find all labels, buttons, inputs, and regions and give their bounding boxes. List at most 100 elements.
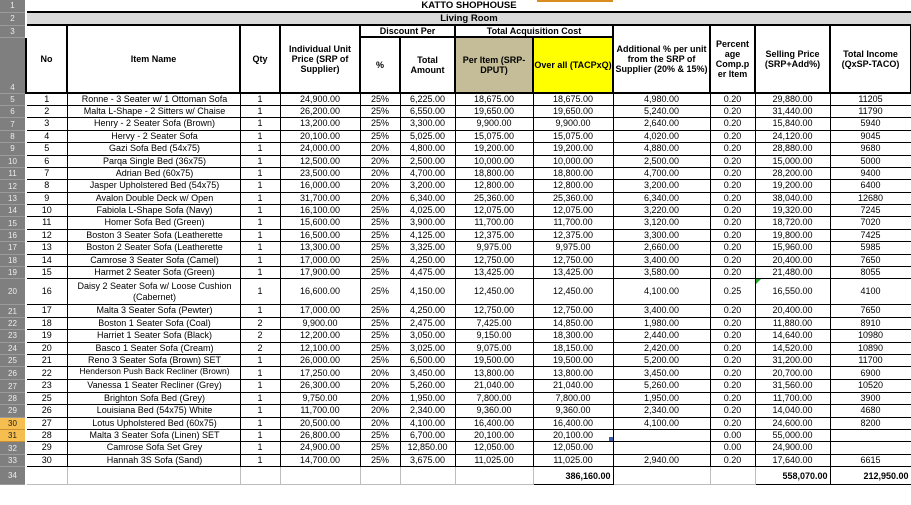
cell-qty-row9[interactable]: 1 bbox=[239, 142, 281, 156]
totals-empty-per-item[interactable] bbox=[454, 466, 534, 486]
cell-unit-row19[interactable]: 17,900.00 bbox=[279, 266, 361, 280]
cell-no-row27[interactable]: 23 bbox=[25, 379, 68, 393]
cell-per-row20[interactable]: 12,450.00 bbox=[454, 278, 534, 306]
cell-no-row20[interactable]: 16 bbox=[25, 278, 68, 306]
row-header-14[interactable]: 14 bbox=[0, 204, 27, 218]
row-header-18[interactable]: 18 bbox=[0, 254, 27, 268]
cell-per-row6[interactable]: 19,650.00 bbox=[454, 104, 534, 119]
totals-empty-name[interactable] bbox=[66, 466, 241, 486]
row-header-15[interactable]: 15 bbox=[0, 216, 27, 230]
cell-unit-row30[interactable]: 20,500.00 bbox=[279, 416, 361, 430]
col-header-additional-pct[interactable]: Additional % per unit from the SRP of Su… bbox=[612, 23, 711, 95]
cell-dpct-row24[interactable]: 25% bbox=[359, 341, 401, 356]
cell-oa-row32[interactable]: 12,050.00 bbox=[532, 441, 614, 455]
cell-no-row21[interactable]: 17 bbox=[25, 304, 68, 318]
cell-add-row7[interactable]: 2,640.00 bbox=[612, 117, 711, 131]
cell-add-row8[interactable]: 4,020.00 bbox=[612, 129, 711, 144]
cell-add-row25[interactable]: 5,200.00 bbox=[612, 353, 711, 368]
cell-ti-row31[interactable] bbox=[829, 428, 911, 443]
cell-damt-row12[interactable]: 3,200.00 bbox=[399, 179, 456, 193]
cell-damt-row32[interactable]: 12,850.00 bbox=[399, 441, 456, 455]
cell-sp-row9[interactable]: 28,880.00 bbox=[754, 142, 831, 156]
cell-per-row19[interactable]: 13,425.00 bbox=[454, 266, 534, 280]
row-header-11[interactable]: 11 bbox=[0, 167, 27, 181]
cell-no-row8[interactable]: 4 bbox=[25, 129, 68, 144]
row-header-30[interactable]: 30 bbox=[0, 417, 27, 430]
cell-sp-row21[interactable]: 20,400.00 bbox=[754, 304, 831, 318]
cell-sp-row17[interactable]: 15,960.00 bbox=[754, 241, 831, 255]
cell-oa-row11[interactable]: 18,800.00 bbox=[532, 166, 614, 181]
cell-name-row24[interactable]: Basco 1 Seater Sofa (Cream) bbox=[66, 341, 241, 356]
cell-no-row17[interactable]: 13 bbox=[25, 241, 68, 255]
cell-damt-row8[interactable]: 5,025.00 bbox=[399, 129, 456, 144]
cell-no-row7[interactable]: 3 bbox=[25, 117, 68, 131]
cell-sp-row15[interactable]: 18,720.00 bbox=[754, 216, 831, 230]
cell-add-row22[interactable]: 1,980.00 bbox=[612, 316, 711, 331]
cell-no-row5[interactable]: 1 bbox=[25, 92, 68, 106]
cell-unit-row7[interactable]: 13,200.00 bbox=[279, 117, 361, 131]
row-header-12[interactable]: 12 bbox=[0, 179, 27, 193]
cell-damt-row9[interactable]: 4,800.00 bbox=[399, 142, 456, 156]
row-header-9[interactable]: 9 bbox=[0, 142, 27, 156]
col-header-discount-pct[interactable]: % bbox=[359, 36, 401, 95]
cell-no-row30[interactable]: 27 bbox=[25, 416, 68, 430]
cell-ti-row17[interactable]: 5985 bbox=[829, 241, 911, 255]
cell-oa-row25[interactable]: 19,500.00 bbox=[532, 353, 614, 368]
cell-unit-row10[interactable]: 12,500.00 bbox=[279, 154, 361, 168]
cell-comp-row21[interactable]: 0.20 bbox=[709, 304, 756, 318]
cell-comp-row12[interactable]: 0.20 bbox=[709, 179, 756, 193]
cell-unit-row31[interactable]: 26,800.00 bbox=[279, 428, 361, 443]
cell-ti-row11[interactable]: 9400 bbox=[829, 166, 911, 181]
cell-dpct-row18[interactable]: 25% bbox=[359, 253, 401, 268]
cell-comp-row31[interactable]: 0.00 bbox=[709, 428, 756, 443]
cell-ti-row14[interactable]: 7245 bbox=[829, 204, 911, 218]
cell-sp-row13[interactable]: 38,040.00 bbox=[754, 191, 831, 206]
cell-oa-row12[interactable]: 12,800.00 bbox=[532, 179, 614, 193]
cell-unit-row29[interactable]: 11,700.00 bbox=[279, 404, 361, 418]
cell-add-row27[interactable]: 5,260.00 bbox=[612, 379, 711, 393]
cell-sp-row32[interactable]: 24,900.00 bbox=[754, 441, 831, 455]
cell-qty-row28[interactable]: 1 bbox=[239, 391, 281, 406]
cell-add-row20[interactable]: 4,100.00 bbox=[612, 278, 711, 306]
row-header-5[interactable]: 5 bbox=[0, 93, 27, 106]
cell-add-row24[interactable]: 2,420.00 bbox=[612, 341, 711, 356]
cell-per-row8[interactable]: 15,075.00 bbox=[454, 129, 534, 144]
cell-sp-row28[interactable]: 11,700.00 bbox=[754, 391, 831, 406]
cell-per-row27[interactable]: 21,040.00 bbox=[454, 379, 534, 393]
cell-ti-row12[interactable]: 6400 bbox=[829, 179, 911, 193]
cell-dpct-row30[interactable]: 20% bbox=[359, 416, 401, 430]
cell-add-row19[interactable]: 3,580.00 bbox=[612, 266, 711, 280]
cell-per-row31[interactable]: 20,100.00 bbox=[454, 428, 534, 443]
cell-comp-row11[interactable]: 0.20 bbox=[709, 166, 756, 181]
cell-per-row10[interactable]: 10,000.00 bbox=[454, 154, 534, 168]
cell-ti-row13[interactable]: 12680 bbox=[829, 191, 911, 206]
cell-unit-row12[interactable]: 16,000.00 bbox=[279, 179, 361, 193]
cell-dpct-row16[interactable]: 25% bbox=[359, 228, 401, 243]
cell-name-row33[interactable]: Hannah 3S Sofa (Sand) bbox=[66, 453, 241, 468]
row-header-10[interactable]: 10 bbox=[0, 155, 27, 168]
cell-add-row29[interactable]: 2,340.00 bbox=[612, 404, 711, 418]
cell-oa-row29[interactable]: 9,360.00 bbox=[532, 404, 614, 418]
cell-no-row16[interactable]: 12 bbox=[25, 228, 68, 243]
cell-qty-row13[interactable]: 1 bbox=[239, 191, 281, 206]
cell-dpct-row19[interactable]: 25% bbox=[359, 266, 401, 280]
cell-add-row15[interactable]: 3,120.00 bbox=[612, 216, 711, 230]
cell-dpct-row21[interactable]: 25% bbox=[359, 304, 401, 318]
row-header-32[interactable]: 32 bbox=[0, 441, 27, 455]
cell-qty-row15[interactable]: 1 bbox=[239, 216, 281, 230]
cell-unit-row11[interactable]: 23,500.00 bbox=[279, 166, 361, 181]
cell-oa-row18[interactable]: 12,750.00 bbox=[532, 253, 614, 268]
cell-per-row9[interactable]: 19,200.00 bbox=[454, 142, 534, 156]
cell-oa-row9[interactable]: 19,200.00 bbox=[532, 142, 614, 156]
totals-income-cell[interactable]: 212,950.00 bbox=[829, 466, 911, 486]
cell-comp-row6[interactable]: 0.20 bbox=[709, 104, 756, 119]
row-header-26[interactable]: 26 bbox=[0, 366, 27, 381]
cell-no-row23[interactable]: 19 bbox=[25, 329, 68, 343]
row-header-20[interactable]: 20 bbox=[0, 278, 27, 306]
cell-oa-row16[interactable]: 12,375.00 bbox=[532, 228, 614, 243]
cell-comp-row26[interactable]: 0.20 bbox=[709, 366, 756, 381]
cell-sp-row5[interactable]: 29,880.00 bbox=[754, 92, 831, 106]
cell-ti-row29[interactable]: 4680 bbox=[829, 404, 911, 418]
totals-empty-unit[interactable] bbox=[279, 466, 361, 486]
cell-no-row10[interactable]: 6 bbox=[25, 154, 68, 168]
